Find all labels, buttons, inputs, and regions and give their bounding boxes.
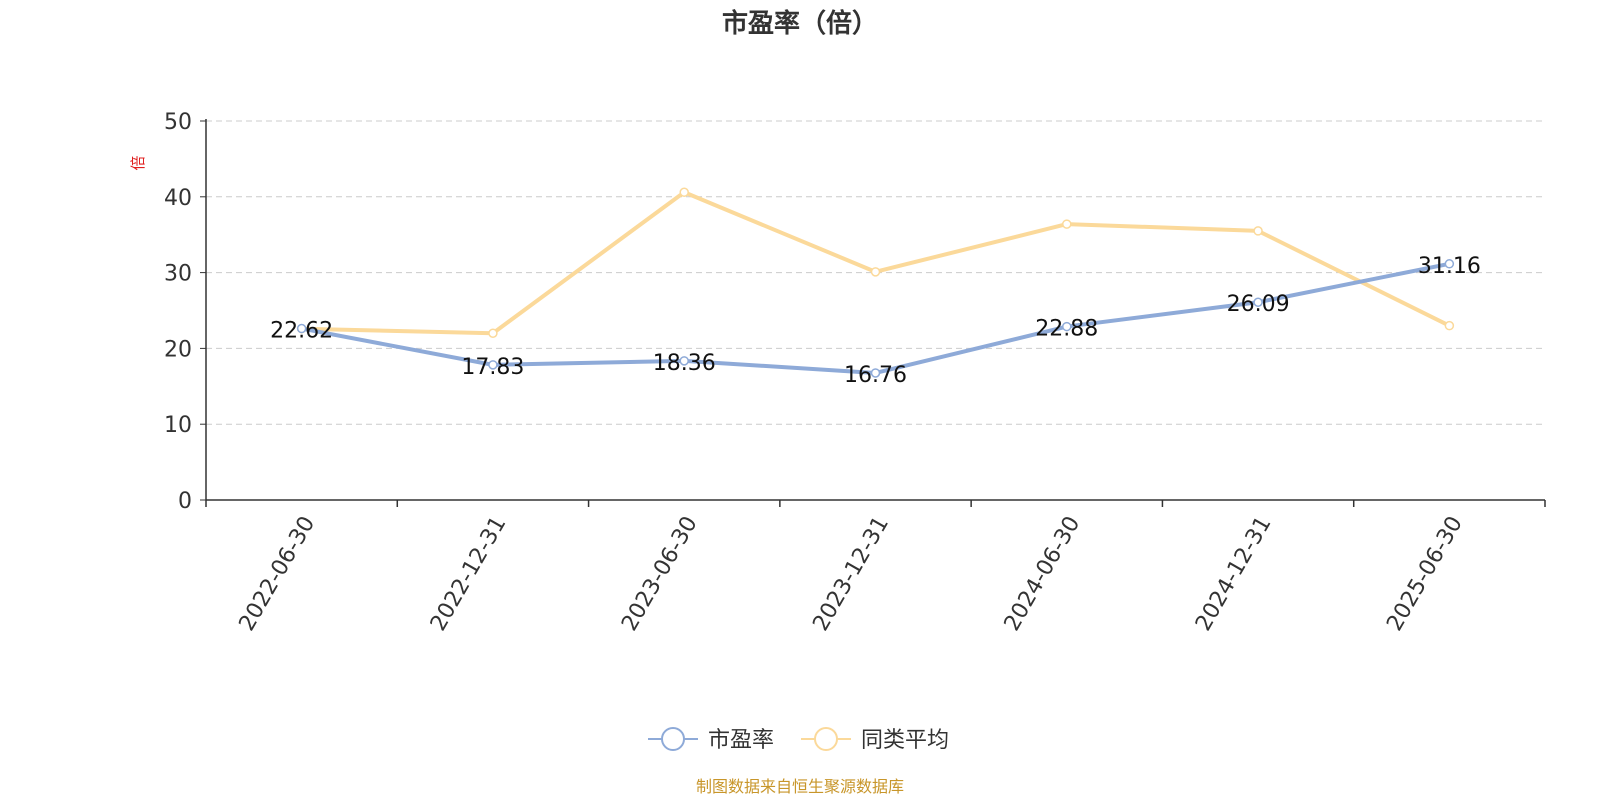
data-label-4: 22.88 — [1035, 317, 1098, 342]
x-tick-label-4: 2024-06-30 — [1000, 512, 1086, 635]
data-label-5: 26.09 — [1227, 292, 1290, 317]
series-0-point-1 — [488, 360, 498, 370]
y-tick-label-3: 30 — [164, 262, 192, 287]
x-tick-label-3: 2023-12-31 — [808, 512, 894, 635]
data-label-1: 17.83 — [461, 355, 524, 380]
series-1-point-6 — [1444, 320, 1455, 331]
series-0-point-0 — [296, 323, 307, 334]
y-tick-label-1: 10 — [164, 413, 192, 438]
legend-marker-series-1 — [814, 727, 838, 751]
legend: 市盈率 同类平均 — [648, 727, 949, 753]
y-tick-label-0: 0 — [178, 489, 192, 514]
data-label-6: 31.16 — [1418, 254, 1481, 279]
data-labels: 22.62 17.83 18.36 16.76 22.88 26.09 31.16 — [270, 254, 1481, 388]
source-note: 制图数据来自恒生聚源数据库 — [696, 777, 904, 796]
legend-label-series-0: 市盈率 — [708, 728, 774, 753]
x-tick-label-5: 2024-12-31 — [1191, 512, 1277, 635]
grid-lines — [206, 120, 1545, 425]
x-tick-label-1: 2022-12-31 — [426, 512, 512, 635]
series-1-point-1 — [488, 328, 498, 338]
series-lines — [296, 187, 1455, 378]
series-1-point-5 — [1253, 226, 1263, 236]
legend-item-series-0[interactable]: 市盈率 — [648, 727, 774, 753]
x-tick-label-0: 2022-06-30 — [235, 512, 321, 635]
series-0-point-2 — [679, 356, 689, 366]
chart-title: 市盈率（倍） — [722, 8, 878, 39]
y-tick-label-4: 40 — [164, 186, 192, 211]
y-tick-label-2: 20 — [164, 337, 192, 362]
x-tick-label-2: 2023-06-30 — [617, 512, 703, 635]
x-tick-label-6: 2025-06-30 — [1382, 512, 1468, 635]
series-1-point-3 — [870, 267, 881, 277]
series-0-point-6 — [1444, 259, 1455, 269]
series-0-point-5 — [1253, 297, 1263, 307]
y-axis-label: 倍 — [129, 155, 147, 170]
series-1-point-4 — [1062, 219, 1072, 229]
legend-item-series-1[interactable]: 同类平均 — [801, 727, 949, 753]
series-1-point-2 — [679, 187, 689, 198]
y-tick-label-5: 50 — [164, 110, 192, 135]
data-label-3: 16.76 — [844, 363, 907, 388]
legend-marker-series-0 — [661, 727, 685, 751]
data-label-0: 22.62 — [270, 319, 333, 344]
series-0-point-4 — [1062, 321, 1072, 332]
data-label-2: 18.36 — [653, 351, 716, 376]
legend-label-series-1: 同类平均 — [861, 728, 949, 753]
series-0-point-3 — [870, 368, 881, 378]
